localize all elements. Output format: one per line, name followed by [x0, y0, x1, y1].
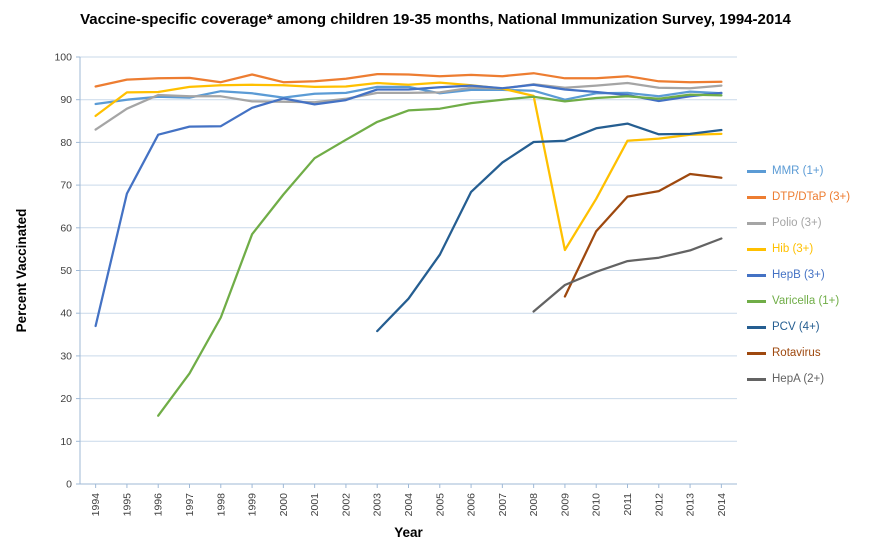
legend-swatch — [747, 273, 766, 277]
legend-swatch — [747, 221, 766, 225]
legend-label: Rotavirus — [772, 347, 821, 359]
legend-label: HepA (2+) — [772, 373, 825, 385]
series-line — [563, 172, 723, 298]
series-line — [94, 81, 723, 252]
legend-swatch — [747, 351, 766, 355]
x-tick-label: 2002 — [340, 493, 352, 517]
chart-title: Vaccine-specific coverage* among childre… — [80, 11, 791, 28]
x-tick-label: 1994 — [90, 493, 102, 517]
legend-label: Polio (3+) — [772, 217, 822, 229]
legend-swatch — [747, 169, 766, 173]
y-tick-label: 60 — [60, 222, 72, 234]
legend-swatch — [747, 247, 766, 251]
y-tick-label: 90 — [60, 94, 72, 106]
legend-label: Hib (3+) — [772, 243, 814, 255]
legend-swatch — [747, 325, 766, 329]
x-tick-label: 2011 — [622, 493, 634, 516]
series-line — [376, 122, 723, 333]
x-axis-title: Year — [394, 525, 423, 540]
legend-item: PCV (4+) — [747, 319, 869, 335]
x-tick-label: 1999 — [247, 493, 259, 517]
series-lines — [94, 72, 723, 417]
legend-label: HepB (3+) — [772, 269, 825, 281]
legend-swatch — [747, 377, 766, 381]
chart-legend: MMR (1+) DTP/DTaP (3+) Polio (3+) Hib (3+) H… — [747, 163, 869, 397]
x-tick-label: 2009 — [559, 493, 571, 517]
legend-item: Polio (3+) — [747, 215, 869, 231]
legend-item: HepA (2+) — [747, 371, 869, 387]
legend-item: DTP/DTaP (3+) — [747, 189, 869, 205]
legend-item: Hib (3+) — [747, 241, 869, 257]
x-tick-label: 1995 — [121, 493, 133, 517]
legend-label: Varicella (1+) — [772, 295, 840, 307]
x-tick-label: 2004 — [403, 493, 415, 517]
x-tick-label: 2000 — [278, 493, 290, 517]
y-tick-label: 70 — [60, 180, 72, 192]
legend-item: Varicella (1+) — [747, 293, 869, 309]
x-tick-label: 2005 — [434, 493, 446, 517]
series-line — [94, 83, 723, 328]
x-axis: 1994 1995 1996 1997 1998 1999 2000 2001 2002 2003… — [90, 484, 728, 516]
y-axis: 0 10 20 30 40 50 60 70 80 90 100 — [54, 52, 80, 491]
y-tick-label: 40 — [60, 308, 72, 320]
x-tick-label: 1996 — [153, 493, 165, 517]
series-line — [157, 93, 723, 417]
legend-swatch — [747, 195, 766, 199]
legend-label: PCV (4+) — [772, 321, 820, 333]
x-tick-label: 1997 — [184, 493, 196, 517]
legend-swatch — [747, 299, 766, 303]
x-tick-label: 2003 — [372, 493, 384, 517]
x-tick-label: 2001 — [309, 493, 321, 517]
y-tick-label: 80 — [60, 137, 72, 149]
y-axis-title: Percent Vaccinated — [14, 209, 29, 333]
series-line — [532, 237, 723, 313]
x-tick-label: 2012 — [653, 493, 665, 517]
x-tick-label: 2010 — [591, 493, 603, 517]
x-tick-label: 2006 — [466, 493, 478, 517]
y-tick-label: 100 — [54, 52, 72, 64]
series-line — [94, 72, 723, 88]
x-tick-label: 1998 — [215, 493, 227, 517]
x-tick-label: 2007 — [497, 493, 509, 517]
y-tick-label: 20 — [60, 393, 72, 405]
x-tick-label: 2008 — [528, 493, 540, 517]
legend-item: MMR (1+) — [747, 163, 869, 179]
legend-item: Rotavirus — [747, 345, 869, 361]
x-tick-label: 2014 — [716, 493, 728, 517]
series-line — [94, 81, 723, 131]
legend-label: DTP/DTaP (3+) — [772, 191, 851, 203]
x-tick-label: 2013 — [685, 493, 697, 517]
legend-item: HepB (3+) — [747, 267, 869, 283]
y-tick-label: 50 — [60, 265, 72, 277]
gridlines — [80, 56, 737, 442]
y-tick-label: 30 — [60, 350, 72, 362]
y-tick-label: 10 — [60, 436, 72, 448]
legend-label: MMR (1+) — [772, 165, 824, 177]
y-tick-label: 0 — [66, 479, 72, 491]
